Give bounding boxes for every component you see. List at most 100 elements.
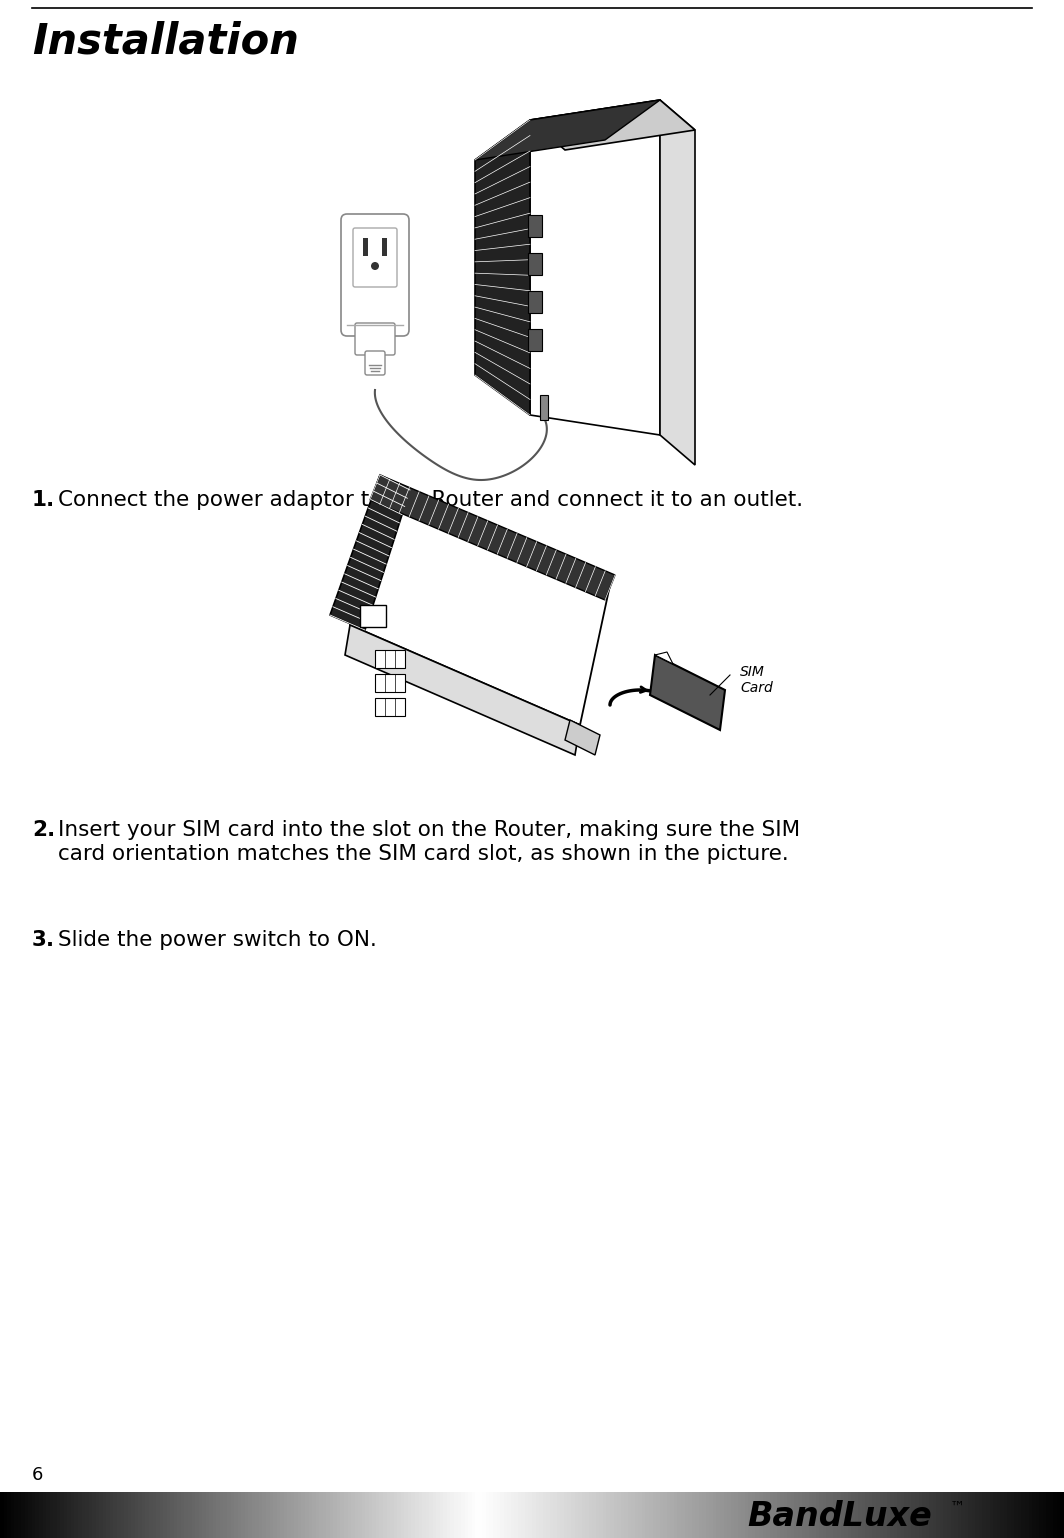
Bar [1011, 1492, 1015, 1538]
Bar [535, 1492, 539, 1538]
Bar [415, 1492, 419, 1538]
Bar [263, 1492, 266, 1538]
Bar [375, 651, 405, 667]
Polygon shape [565, 720, 600, 755]
Bar [163, 1492, 167, 1538]
Bar [851, 1492, 855, 1538]
Bar [556, 1492, 561, 1538]
Bar [1035, 1492, 1040, 1538]
Bar [784, 1492, 787, 1538]
Bar [642, 1492, 646, 1538]
Bar [854, 1492, 859, 1538]
Bar [18, 1492, 21, 1538]
Bar [479, 1492, 483, 1538]
FancyBboxPatch shape [355, 323, 395, 355]
Bar [997, 1492, 1000, 1538]
Bar [667, 1492, 670, 1538]
Bar [497, 1492, 500, 1538]
Bar [561, 1492, 564, 1538]
Bar [929, 1492, 933, 1538]
Bar [312, 1492, 316, 1538]
Bar [684, 1492, 688, 1538]
Bar [606, 1492, 611, 1538]
Bar [255, 1492, 260, 1538]
Bar [61, 1492, 64, 1538]
Bar [213, 1492, 217, 1538]
Bar [635, 1492, 638, 1538]
Bar [397, 1492, 401, 1538]
Bar [53, 1492, 57, 1538]
Bar [588, 1492, 593, 1538]
Bar [450, 1492, 454, 1538]
Bar [156, 1492, 160, 1538]
Bar [908, 1492, 912, 1538]
Text: ™: ™ [950, 1500, 965, 1515]
Bar [816, 1492, 819, 1538]
Bar [628, 1492, 632, 1538]
Text: BandLuxe: BandLuxe [748, 1501, 932, 1533]
Bar [96, 1492, 100, 1538]
Bar [301, 1492, 305, 1538]
Text: SIM
Card: SIM Card [739, 664, 772, 695]
Bar [383, 1492, 387, 1538]
Bar [85, 1492, 89, 1538]
Bar [372, 1492, 377, 1538]
Bar [330, 1492, 334, 1538]
Bar [266, 1492, 270, 1538]
Bar [418, 1492, 422, 1538]
Bar [638, 1492, 643, 1538]
Bar [763, 1492, 766, 1538]
Bar [359, 1492, 362, 1538]
Bar [897, 1492, 901, 1538]
Bar [926, 1492, 930, 1538]
Bar [482, 1492, 486, 1538]
Bar [971, 1492, 976, 1538]
Bar [543, 1492, 547, 1538]
Bar [582, 1492, 585, 1538]
Bar [210, 1492, 213, 1538]
Bar [894, 1492, 898, 1538]
Bar [429, 1492, 433, 1538]
Bar [486, 1492, 489, 1538]
Bar [220, 1492, 223, 1538]
Bar [539, 1492, 543, 1538]
Bar [465, 1492, 468, 1538]
Text: Slide the power switch to ON.: Slide the power switch to ON. [59, 930, 377, 950]
Bar [575, 1492, 579, 1538]
Bar [0, 1492, 4, 1538]
Bar [82, 1492, 85, 1538]
Bar [610, 1492, 614, 1538]
Bar [1040, 1492, 1043, 1538]
Bar [380, 1492, 383, 1538]
Bar [901, 1492, 904, 1538]
Text: card orientation matches the SIM card slot, as shown in the picture.: card orientation matches the SIM card sl… [59, 844, 788, 864]
Bar [705, 1492, 710, 1538]
Bar [737, 1492, 742, 1538]
Polygon shape [345, 624, 580, 755]
Bar [245, 1492, 249, 1538]
Bar [848, 1492, 851, 1538]
Polygon shape [530, 100, 695, 151]
Bar [167, 1492, 170, 1538]
Bar [646, 1492, 649, 1538]
Bar [401, 1492, 404, 1538]
Bar [205, 1492, 210, 1538]
Bar [7, 1492, 11, 1538]
Bar [1008, 1492, 1011, 1538]
Bar [830, 1492, 834, 1538]
Bar [1029, 1492, 1032, 1538]
Bar [965, 1492, 968, 1538]
Bar [947, 1492, 951, 1538]
Bar [944, 1492, 947, 1538]
Polygon shape [530, 100, 660, 435]
Bar [649, 1492, 653, 1538]
Bar [812, 1492, 816, 1538]
Bar [880, 1492, 883, 1538]
Bar [596, 1492, 600, 1538]
Bar [454, 1492, 458, 1538]
Text: Installation: Installation [32, 20, 299, 62]
Bar [553, 1492, 558, 1538]
Bar [444, 1492, 447, 1538]
Bar [688, 1492, 692, 1538]
Bar [752, 1492, 755, 1538]
